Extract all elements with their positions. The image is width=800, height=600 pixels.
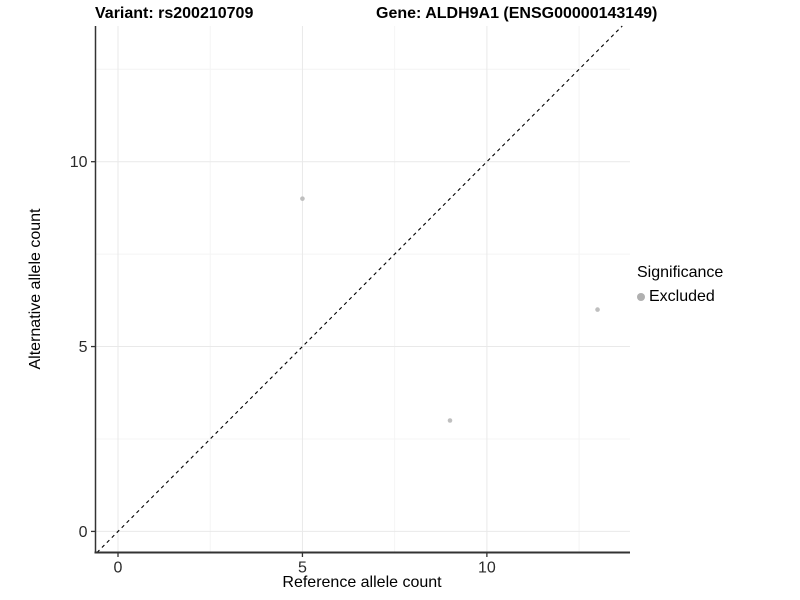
- y-tick-label: 10: [70, 154, 88, 171]
- gene-title: Gene: ALDH9A1 (ENSG00000143149): [376, 5, 658, 22]
- y-tick-label: 0: [79, 524, 88, 541]
- data-point: [447, 418, 453, 423]
- legend-item-excluded: Excluded: [637, 288, 723, 306]
- identity-reference-line: [96, 25, 623, 553]
- y-axis-title: Alternative allele count: [27, 208, 44, 370]
- legend-title: Significance: [637, 264, 724, 281]
- excluded-point-icon: [637, 293, 645, 301]
- legend: Significance Excluded: [637, 264, 723, 306]
- data-point: [595, 307, 600, 312]
- x-axis-title: Reference allele count: [282, 574, 442, 591]
- x-tick-label: 0: [114, 560, 123, 577]
- x-tick-label: 10: [478, 560, 496, 577]
- variant-title: Variant: rs200210709: [95, 5, 254, 22]
- y-tick-label: 5: [79, 339, 88, 356]
- data-point: [300, 196, 305, 201]
- legend-item-label: Excluded: [649, 288, 715, 305]
- x-tick-label: 5: [298, 560, 307, 577]
